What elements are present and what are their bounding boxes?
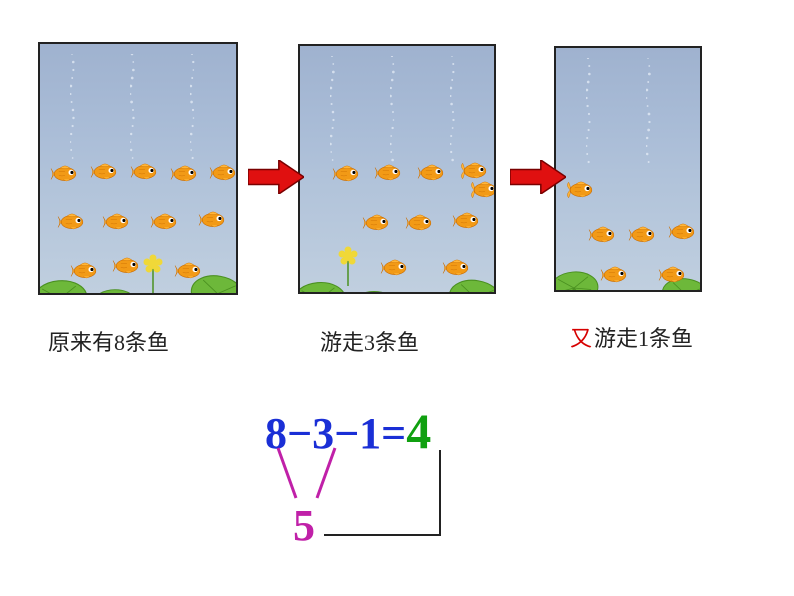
fish-icon [415,161,449,185]
fish-icon [55,210,89,234]
bracket-icon [324,450,444,539]
fish-icon [360,211,394,235]
panel-2 [298,44,496,294]
fish-icon [68,259,102,283]
fish-icon [330,162,364,186]
caption-3-highlight: 又 [570,321,592,353]
fish-icon [378,256,412,280]
fish-icon [656,263,690,287]
fish-icon [110,254,144,278]
fish-icon [598,263,632,287]
fish-icon [148,210,182,234]
fish-icon [88,160,122,184]
fish-icon [168,162,202,186]
v-line-left-icon [276,446,298,500]
panel-3 [554,46,702,292]
fish-icon [626,223,660,247]
intermediate-5: 5 [293,500,315,551]
caption-3-rest: 游走1条鱼 [594,321,693,353]
fish-icon [48,162,82,186]
fish-icon [468,178,496,202]
fish-icon [450,209,484,233]
panel-1 [38,42,238,295]
arrow-2-icon [510,160,566,194]
fish-icon [403,211,437,235]
fish-icon [564,178,598,202]
fish-icon [128,160,162,184]
fish-icon [666,220,700,244]
fish-icon [586,223,620,247]
panels-row [38,42,702,295]
fish-icon [372,161,406,185]
fish-icon [207,161,238,185]
caption-1: 原来有8条鱼 [48,325,169,357]
fish-icon [100,210,134,234]
caption-2: 游走3条鱼 [320,325,419,357]
arrow-1-icon [248,160,304,194]
fish-icon [172,259,206,283]
fish-icon [440,256,474,280]
fish-icon [196,208,230,232]
